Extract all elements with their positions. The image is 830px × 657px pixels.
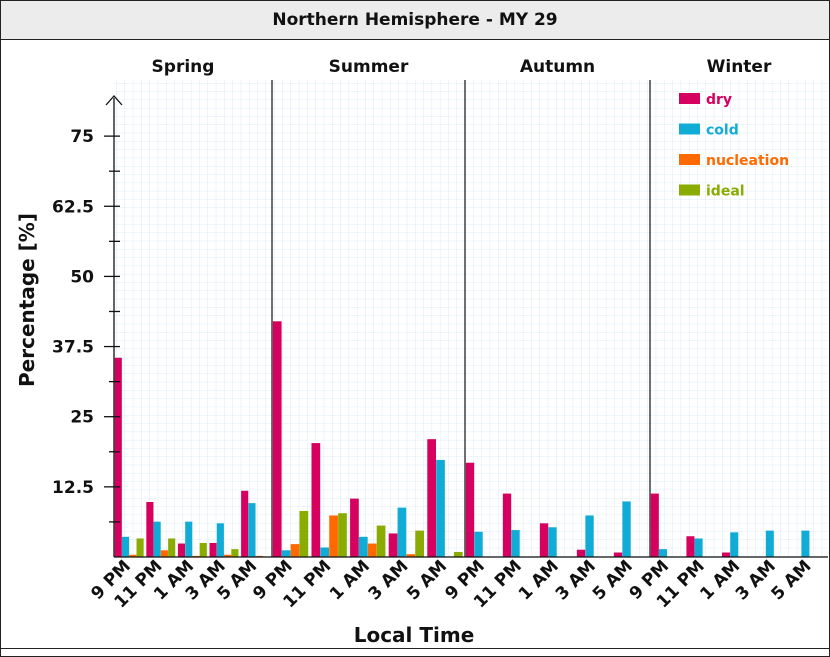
x-tick-label: 3 AM	[365, 556, 413, 604]
bar-spring-cold-9-pm	[121, 536, 130, 557]
legend-label-dry: dry	[706, 92, 732, 108]
bar-winter-cold-1-am	[730, 532, 739, 557]
y-axis-title: Percentage [%]	[15, 213, 39, 387]
bar-winter-cold-5-am	[801, 530, 810, 557]
bar-summer-nucleation-1-am	[367, 543, 377, 557]
season-labels: Spring Summer Autumn Winter	[152, 57, 772, 77]
bar-winter-cold-3-am	[765, 530, 774, 557]
bar-summer-dry-11-pm	[311, 443, 321, 557]
x-tick-label: 3 AM	[732, 556, 780, 604]
bar-summer-dry-3-am	[388, 533, 398, 557]
bar-autumn-dry-11-pm	[502, 493, 512, 557]
bar-summer-cold-3-am	[397, 507, 407, 557]
bar-winter-dry-9-pm	[650, 493, 659, 557]
y-tick-label: 25	[70, 408, 94, 428]
bar-spring-cold-1-am	[185, 521, 193, 557]
bar-winter-cold-11-pm	[694, 538, 703, 557]
bar-autumn-dry-5-am	[613, 552, 623, 557]
bar-summer-dry-9-pm	[272, 321, 282, 557]
bar-summer-cold-11-pm	[320, 547, 330, 557]
legend-label-cold: cold	[706, 123, 739, 139]
bottom-rule	[1, 648, 829, 649]
bar-autumn-cold-11-pm	[511, 530, 520, 557]
bar-summer-ideal-3-am	[415, 530, 425, 557]
bar-summer-dry-5-am	[427, 439, 436, 557]
bar-winter-cold-9-pm	[659, 549, 668, 557]
bars-layer	[114, 321, 810, 557]
season-label-winter: Winter	[707, 57, 772, 77]
figure-title: Northern Hemisphere - MY 29	[1, 1, 829, 40]
season-label-summer: Summer	[329, 57, 409, 77]
bar-spring-cold-11-pm	[153, 521, 161, 557]
bar-spring-ideal-9-pm	[136, 538, 144, 557]
y-tick-label: 12.5	[52, 478, 94, 498]
x-tick-label: 5 AM	[403, 556, 451, 604]
bar-spring-dry-5-am	[241, 490, 249, 557]
bar-autumn-dry-9-pm	[465, 462, 475, 557]
bar-summer-cold-5-am	[436, 459, 445, 557]
bar-spring-dry-9-pm	[114, 357, 122, 557]
axes-layer: 12.5 25 37.5 50 62.5 75	[52, 95, 828, 558]
bar-spring-cold-3-am	[216, 523, 224, 557]
bar-spring-dry-3-am	[209, 542, 217, 557]
bar-spring-dry-11-pm	[146, 502, 154, 557]
bar-summer-ideal-11-pm	[338, 513, 347, 557]
bar-autumn-cold-3-am	[585, 515, 594, 557]
bar-summer-nucleation-11-pm	[329, 515, 338, 557]
y-axis-arrow	[105, 95, 123, 106]
bar-spring-ideal-1-am	[199, 542, 207, 557]
legend-swatch-ideal	[679, 184, 700, 196]
bar-spring-nucleation-3-am	[224, 554, 232, 557]
bar-summer-ideal-1-am	[376, 525, 386, 557]
legend-swatch-dry	[679, 93, 700, 104]
x-tick-label: 3 AM	[552, 556, 600, 604]
bar-summer-nucleation-3-am	[406, 554, 416, 557]
bar-spring-ideal-3-am	[231, 549, 239, 557]
bar-autumn-cold-1-am	[548, 527, 557, 557]
x-tick-label: 1 AM	[696, 556, 744, 604]
legend-swatch-nucleation	[679, 154, 700, 165]
bar-spring-nucleation-9-pm	[129, 554, 137, 557]
bar-summer-ideal-9-pm	[299, 510, 309, 557]
y-tick-label: 37.5	[52, 338, 94, 358]
x-tick-label: 5 AM	[768, 556, 816, 604]
bar-summer-nucleation-9-pm	[290, 544, 300, 557]
bar-summer-cold-9-pm	[281, 550, 291, 557]
bar-autumn-dry-1-am	[539, 523, 549, 557]
y-tick-label: 50	[70, 267, 94, 287]
bar-summer-dry-1-am	[350, 498, 359, 557]
bar-autumn-cold-9-pm	[474, 531, 483, 557]
y-tick-label: 75	[70, 127, 94, 147]
x-axis-title: Local Time	[354, 623, 475, 647]
bar-spring-dry-1-am	[177, 543, 186, 557]
bar-spring-nucleation-11-pm	[160, 550, 168, 557]
bar-summer-ideal-5-am	[453, 551, 463, 557]
y-tick-label: 62.5	[52, 197, 94, 217]
bar-winter-dry-11-pm	[686, 536, 695, 557]
x-tick-label: 1 AM	[326, 556, 374, 604]
season-label-autumn: Autumn	[520, 57, 595, 77]
x-tick-label: 5 AM	[589, 556, 637, 604]
bar-spring-ideal-11-pm	[168, 538, 176, 557]
legend-label-nucleation: nucleation	[706, 153, 789, 169]
legend-label-ideal: ideal	[706, 184, 745, 200]
bar-spring-cold-5-am	[248, 503, 256, 557]
bar-autumn-cold-5-am	[622, 501, 631, 557]
panel-dividers	[271, 80, 651, 557]
bar-winter-dry-1-am	[722, 552, 731, 557]
legend: dry cold nucleation ideal	[679, 92, 789, 200]
legend-swatch-cold	[679, 123, 700, 135]
season-label-spring: Spring	[152, 57, 215, 77]
bar-autumn-dry-3-am	[576, 549, 586, 557]
x-tick-label: 1 AM	[515, 556, 563, 604]
bar-summer-cold-1-am	[358, 536, 368, 557]
